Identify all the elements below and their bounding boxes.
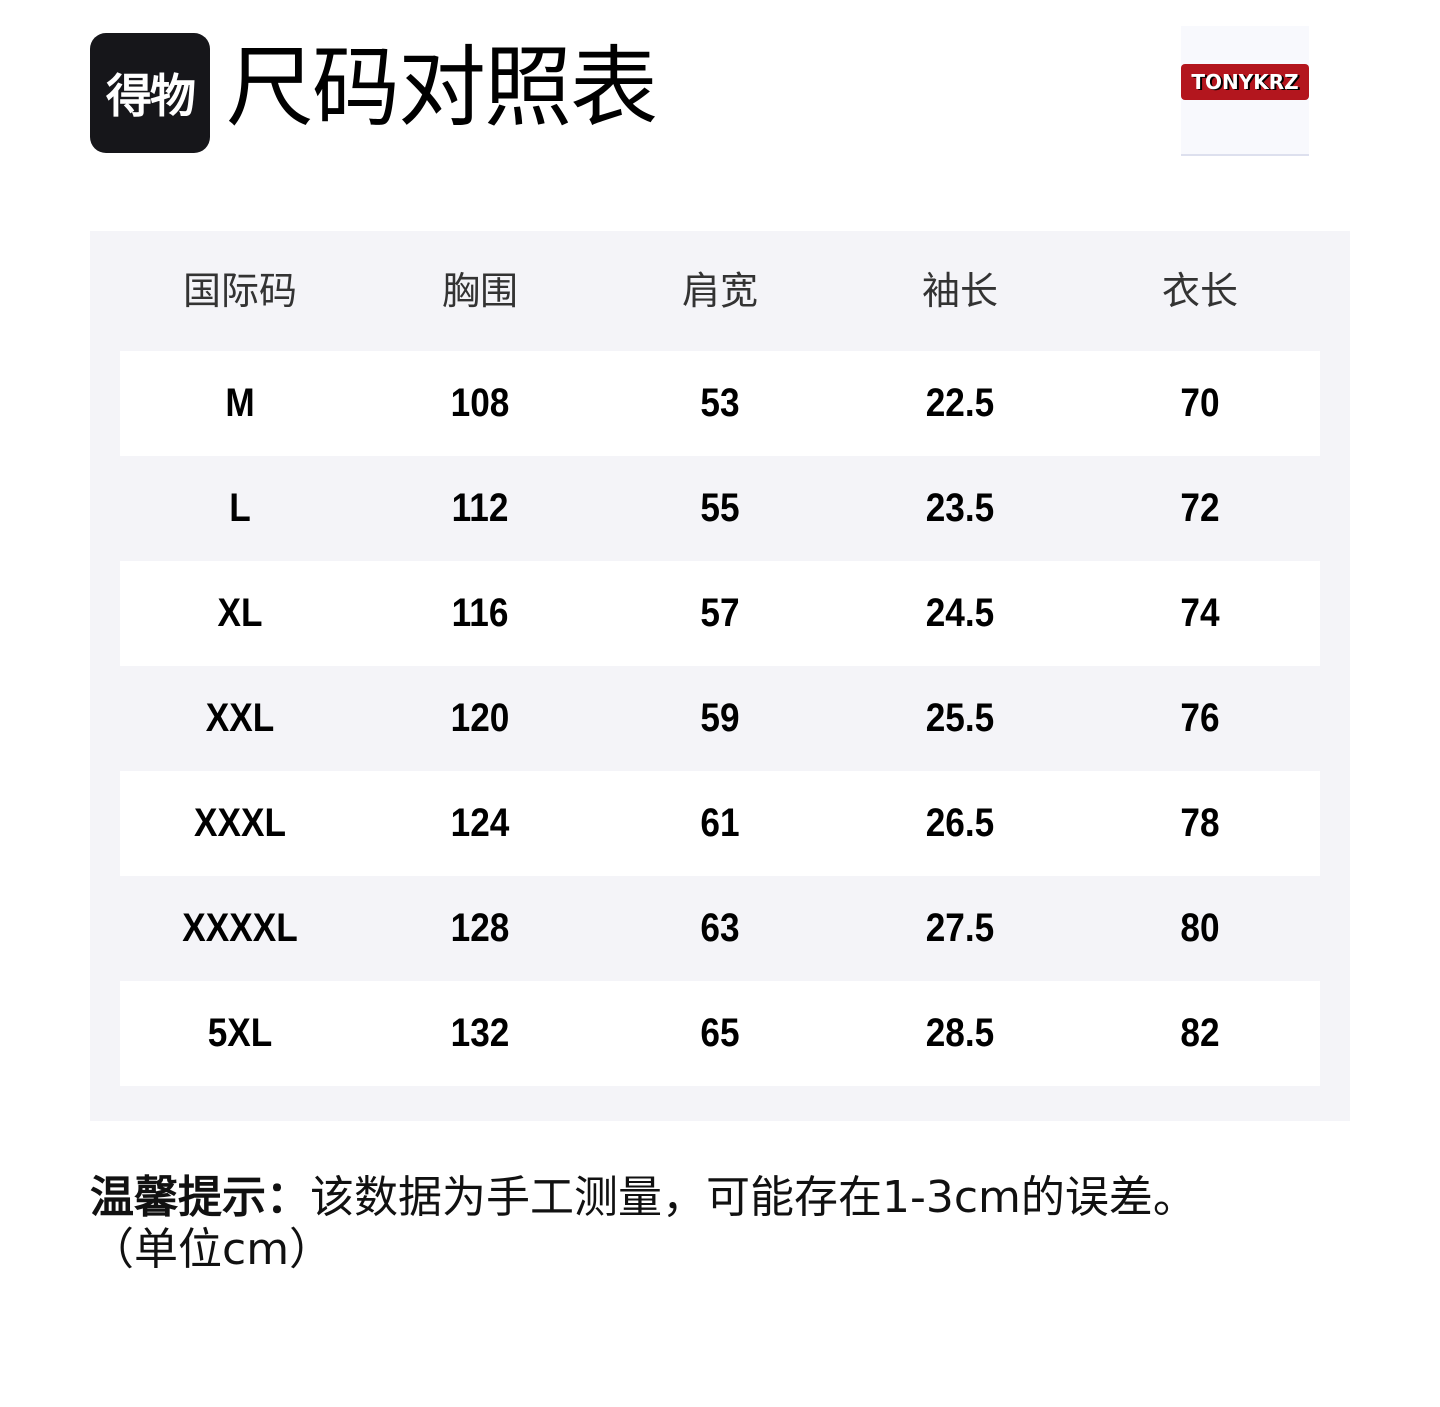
cell-length: 70 [1180, 381, 1220, 425]
cell-size: XL [217, 591, 263, 635]
cell-size: XXXXL [182, 906, 298, 950]
cell-shoulder: 53 [700, 381, 740, 425]
cell-sleeve: 27.5 [925, 906, 995, 950]
cell-size: XXXL [194, 801, 286, 845]
cell-length: 82 [1180, 1011, 1220, 1055]
cell-length: 76 [1180, 696, 1220, 740]
table-header: 国际码 胸围 肩宽 袖长 衣长 [120, 261, 1320, 321]
tip-label: 温馨提示： [90, 1172, 310, 1223]
table-row: M 108 53 22.5 70 [120, 351, 1320, 456]
header-size: 国际码 [182, 269, 297, 313]
table-row: 5XL 132 65 28.5 82 [120, 981, 1320, 1086]
cell-size: L [229, 486, 251, 530]
brand-logo: TONYKRZ [1181, 26, 1309, 156]
tip-text: 该数据为手工测量，可能存在1-3cm的误差。 [310, 1172, 1197, 1223]
cell-size: XXL [205, 696, 275, 740]
page-title: 尺码对照表 [226, 36, 658, 139]
table-row: XXXXL 128 63 27.5 80 [120, 876, 1320, 981]
cell-chest: 124 [450, 801, 510, 845]
cell-length: 72 [1180, 486, 1220, 530]
header-length: 衣长 [1161, 269, 1238, 313]
cell-chest: 132 [450, 1011, 510, 1055]
table-row: XXL 120 59 25.5 76 [120, 666, 1320, 771]
cell-sleeve: 28.5 [925, 1011, 995, 1055]
cell-chest: 108 [450, 381, 510, 425]
cell-sleeve: 25.5 [925, 696, 995, 740]
table-row: L 112 55 23.5 72 [120, 456, 1320, 561]
cell-shoulder: 65 [700, 1011, 740, 1055]
cell-chest: 128 [450, 906, 510, 950]
cell-shoulder: 57 [700, 591, 740, 635]
cell-shoulder: 61 [700, 801, 740, 845]
cell-shoulder: 55 [700, 486, 740, 530]
cell-length: 80 [1180, 906, 1220, 950]
table-row: XXXL 124 61 26.5 78 [120, 771, 1320, 876]
unit-text: （单位cm） [90, 1224, 334, 1275]
size-table: 国际码 胸围 肩宽 袖长 衣长 M 108 53 22.5 70 L 112 55 23.5 72… [90, 231, 1350, 1121]
cell-size: M [225, 381, 255, 425]
dewu-logo: 得物 [90, 33, 210, 153]
cell-size: 5XL [207, 1011, 273, 1055]
header-chest: 胸围 [441, 269, 518, 313]
cell-sleeve: 23.5 [925, 486, 995, 530]
cell-chest: 116 [451, 591, 509, 635]
tip-note: 温馨提示：该数据为手工测量，可能存在1-3cm的误差。 （单位cm） [90, 1172, 1390, 1276]
cell-chest: 112 [451, 486, 509, 530]
cell-shoulder: 59 [700, 696, 740, 740]
cell-sleeve: 22.5 [925, 381, 995, 425]
brand-badge: TONYKRZ [1181, 64, 1309, 100]
cell-length: 74 [1180, 591, 1220, 635]
cell-sleeve: 26.5 [925, 801, 995, 845]
header-sleeve: 袖长 [921, 269, 998, 313]
cell-length: 78 [1180, 801, 1220, 845]
cell-chest: 120 [450, 696, 510, 740]
logo-text: 得物 [106, 69, 196, 123]
header-shoulder: 肩宽 [681, 269, 758, 313]
cell-shoulder: 63 [700, 906, 740, 950]
table-body: M 108 53 22.5 70 L 112 55 23.5 72 XL 116 57 24.5 74 XXL… [120, 351, 1320, 1086]
table-row: XL 116 57 24.5 74 [120, 561, 1320, 666]
cell-sleeve: 24.5 [925, 591, 995, 635]
